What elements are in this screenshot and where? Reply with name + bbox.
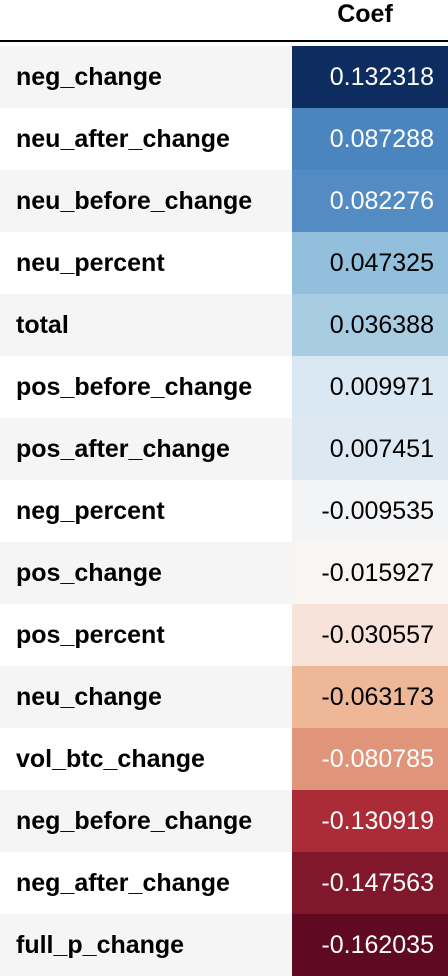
- coef-column-header: Coef: [337, 0, 393, 28]
- coef-value-cell: 0.047325: [292, 232, 448, 294]
- table-row: vol_btc_change -0.080785: [0, 728, 448, 790]
- row-label: neu_before_change: [0, 170, 292, 232]
- table-row: neu_percent 0.047325: [0, 232, 448, 294]
- table-row: neu_before_change 0.082276: [0, 170, 448, 232]
- coef-value-cell: 0.036388: [292, 294, 448, 356]
- coef-value-cell: -0.147563: [292, 852, 448, 914]
- row-label: pos_change: [0, 542, 292, 604]
- row-label: vol_btc_change: [0, 728, 292, 790]
- table-row: neg_percent -0.009535: [0, 480, 448, 542]
- coef-value-cell: 0.007451: [292, 418, 448, 480]
- row-label: pos_before_change: [0, 356, 292, 418]
- coef-value-cell: -0.063173: [292, 666, 448, 728]
- coef-value-cell: -0.130919: [292, 790, 448, 852]
- table-row: pos_before_change 0.009971: [0, 356, 448, 418]
- table-row: total 0.036388: [0, 294, 448, 356]
- row-label: full_p_change: [0, 914, 292, 976]
- table-row: neg_before_change -0.130919: [0, 790, 448, 852]
- table-header: Coef: [0, 0, 448, 42]
- row-label: pos_after_change: [0, 418, 292, 480]
- coef-value-cell: -0.162035: [292, 914, 448, 976]
- table-row: pos_change -0.015927: [0, 542, 448, 604]
- table-row: pos_after_change 0.007451: [0, 418, 448, 480]
- row-label: neu_after_change: [0, 108, 292, 170]
- coef-value-cell: -0.080785: [292, 728, 448, 790]
- table-row: neg_after_change -0.147563: [0, 852, 448, 914]
- coef-value-cell: -0.009535: [292, 480, 448, 542]
- table-row: full_p_change -0.162035: [0, 914, 448, 976]
- table-row: neu_change -0.063173: [0, 666, 448, 728]
- table-body: neg_change 0.132318 neu_after_change 0.0872…: [0, 46, 448, 976]
- table-row: neu_after_change 0.087288: [0, 108, 448, 170]
- coef-value-cell: 0.009971: [292, 356, 448, 418]
- row-label: neg_change: [0, 46, 292, 108]
- row-label: neu_change: [0, 666, 292, 728]
- coef-value-cell: 0.132318: [292, 46, 448, 108]
- row-label: neu_percent: [0, 232, 292, 294]
- coef-value-cell: 0.087288: [292, 108, 448, 170]
- coef-value-cell: -0.015927: [292, 542, 448, 604]
- row-label: pos_percent: [0, 604, 292, 666]
- row-label: neg_before_change: [0, 790, 292, 852]
- table-row: pos_percent -0.030557: [0, 604, 448, 666]
- table-row: neg_change 0.132318: [0, 46, 448, 108]
- row-label: total: [0, 294, 292, 356]
- row-label: neg_percent: [0, 480, 292, 542]
- row-label: neg_after_change: [0, 852, 292, 914]
- coef-value-cell: 0.082276: [292, 170, 448, 232]
- coef-value-cell: -0.030557: [292, 604, 448, 666]
